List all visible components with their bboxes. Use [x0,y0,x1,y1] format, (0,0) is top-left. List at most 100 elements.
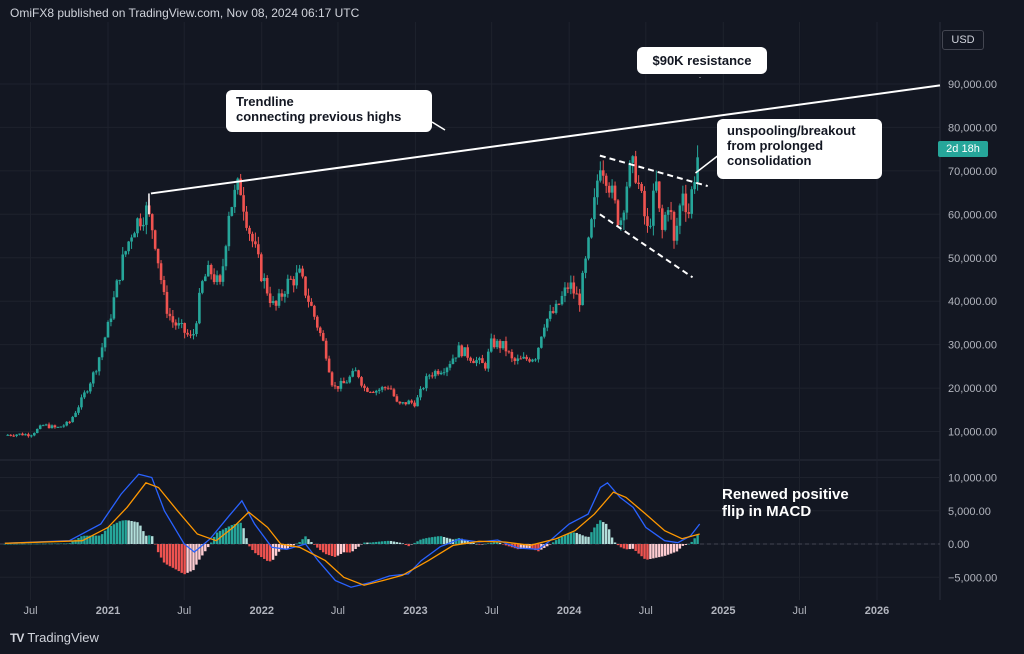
macd-histogram-bar [71,541,74,544]
macd-histogram-bar [634,544,637,551]
macd-histogram-bar [625,544,629,550]
candle-body [30,435,33,437]
macd-histogram-bar [661,544,664,557]
macd-histogram-bar [501,544,505,545]
candle-body [330,372,334,386]
candle-body [416,397,419,407]
candle-body [230,207,234,216]
macd-histogram-bar [242,528,245,544]
macd-histogram-bar [174,544,178,570]
candle-body [15,434,18,436]
macd-histogram-bar [596,523,599,544]
macd-histogram-bar [95,535,98,544]
macd-histogram-bar [280,544,284,550]
macd-histogram-bar [655,544,658,558]
macd-histogram-bar [65,543,68,544]
macd-histogram-bar [492,542,496,544]
macd-histogram-bar [454,538,458,544]
price-tick-label: 90,000.00 [948,79,997,91]
candle-body [593,197,596,220]
macd-histogram-bar [53,543,57,545]
candle-body [24,434,27,436]
macd-histogram-bar [92,535,95,544]
macd-histogram-bar [658,544,661,558]
tradingview-logo-icon: TV [10,630,24,645]
candle-body [313,305,316,317]
currency-label[interactable]: USD [942,30,984,50]
macd-histogram-bar [431,537,434,544]
candle-body [295,272,298,286]
macd-histogram-bar [112,524,116,544]
macd-panel [0,473,940,588]
macd-histogram-bar [369,542,372,544]
candle-body [604,175,608,186]
macd-histogram-bar [375,541,378,544]
macd-tick-label: 10,000.00 [948,473,997,485]
candle-body [339,380,343,389]
candle-body [195,323,198,335]
candle-body [174,322,178,326]
macd-histogram-bar [378,541,381,544]
trendline-callout: Trendline connecting previous highs [226,90,432,132]
candle-body [513,358,517,361]
macd-histogram-bar [268,544,272,562]
macd-histogram-bar [428,537,431,544]
candle-body [221,266,225,282]
macd-histogram-bar [151,536,154,544]
candle-body [469,357,472,361]
macd-histogram-bar [68,543,71,544]
time-axis: Jul 2021 Jul 2022 Jul 2023 Jul 2024 Jul 2025 Jul 20… [23,605,889,617]
candle-body [401,402,405,404]
candle-body [631,156,635,163]
tradingview-logo[interactable]: TV TradingView [10,630,99,645]
macd-histogram-bar [74,539,77,544]
candle-body [83,392,86,398]
macd-histogram-bar [383,541,387,544]
resistance-label: $90K resistance [652,53,752,68]
macd-histogram-bar [180,544,183,573]
macd-histogram-bar [215,532,219,544]
macd-histogram-bar [198,544,201,560]
macd-histogram-bar [434,536,437,544]
macd-histogram-bar [622,544,626,549]
price-tick-label: 20,000.00 [948,383,997,395]
macd-histogram-bar [209,542,213,544]
macd-histogram-bar [416,541,419,544]
macd-histogram-bar [628,544,631,550]
macd-histogram-bar [36,543,39,545]
macd-histogram-bar [15,543,18,545]
macd-histogram-bar [283,544,287,550]
macd-histogram-bar [681,544,685,546]
candle-body [369,391,372,393]
macd-histogram-bar [448,538,452,544]
macd-histogram-bar [572,532,575,544]
macd-histogram-bar [566,533,570,544]
candle-body [218,275,222,282]
candle-body [56,426,60,428]
macd-histogram-bar [463,539,466,544]
macd-histogram-bar [148,535,151,544]
candle-body [360,377,363,386]
candle-body [504,341,508,352]
macd-annotation: Renewed positive flip in MACD [722,486,849,520]
candle-body [374,390,378,393]
macd-tick-label: 5,000.00 [948,506,991,518]
macd-histogram-bar [398,542,402,544]
candle-body [80,397,83,408]
candle-body [86,391,89,393]
macd-histogram-bar [551,542,555,544]
candle-body [227,215,231,247]
candle-body [251,233,254,242]
macd-histogram-bar [50,543,54,545]
macd-histogram-bar [569,532,573,544]
price-tick-label: 50,000.00 [948,253,997,265]
breakout-label-1: unspooling/breakout [727,123,856,138]
macd-histogram-bar [548,544,552,545]
candle-body [257,244,260,255]
macd-histogram-bar [457,538,461,544]
candle-body [557,303,561,305]
macd-tick-label: −5,000.00 [948,572,997,584]
candle-body [289,278,293,280]
candle-body [327,358,331,373]
candle-body [531,359,534,362]
